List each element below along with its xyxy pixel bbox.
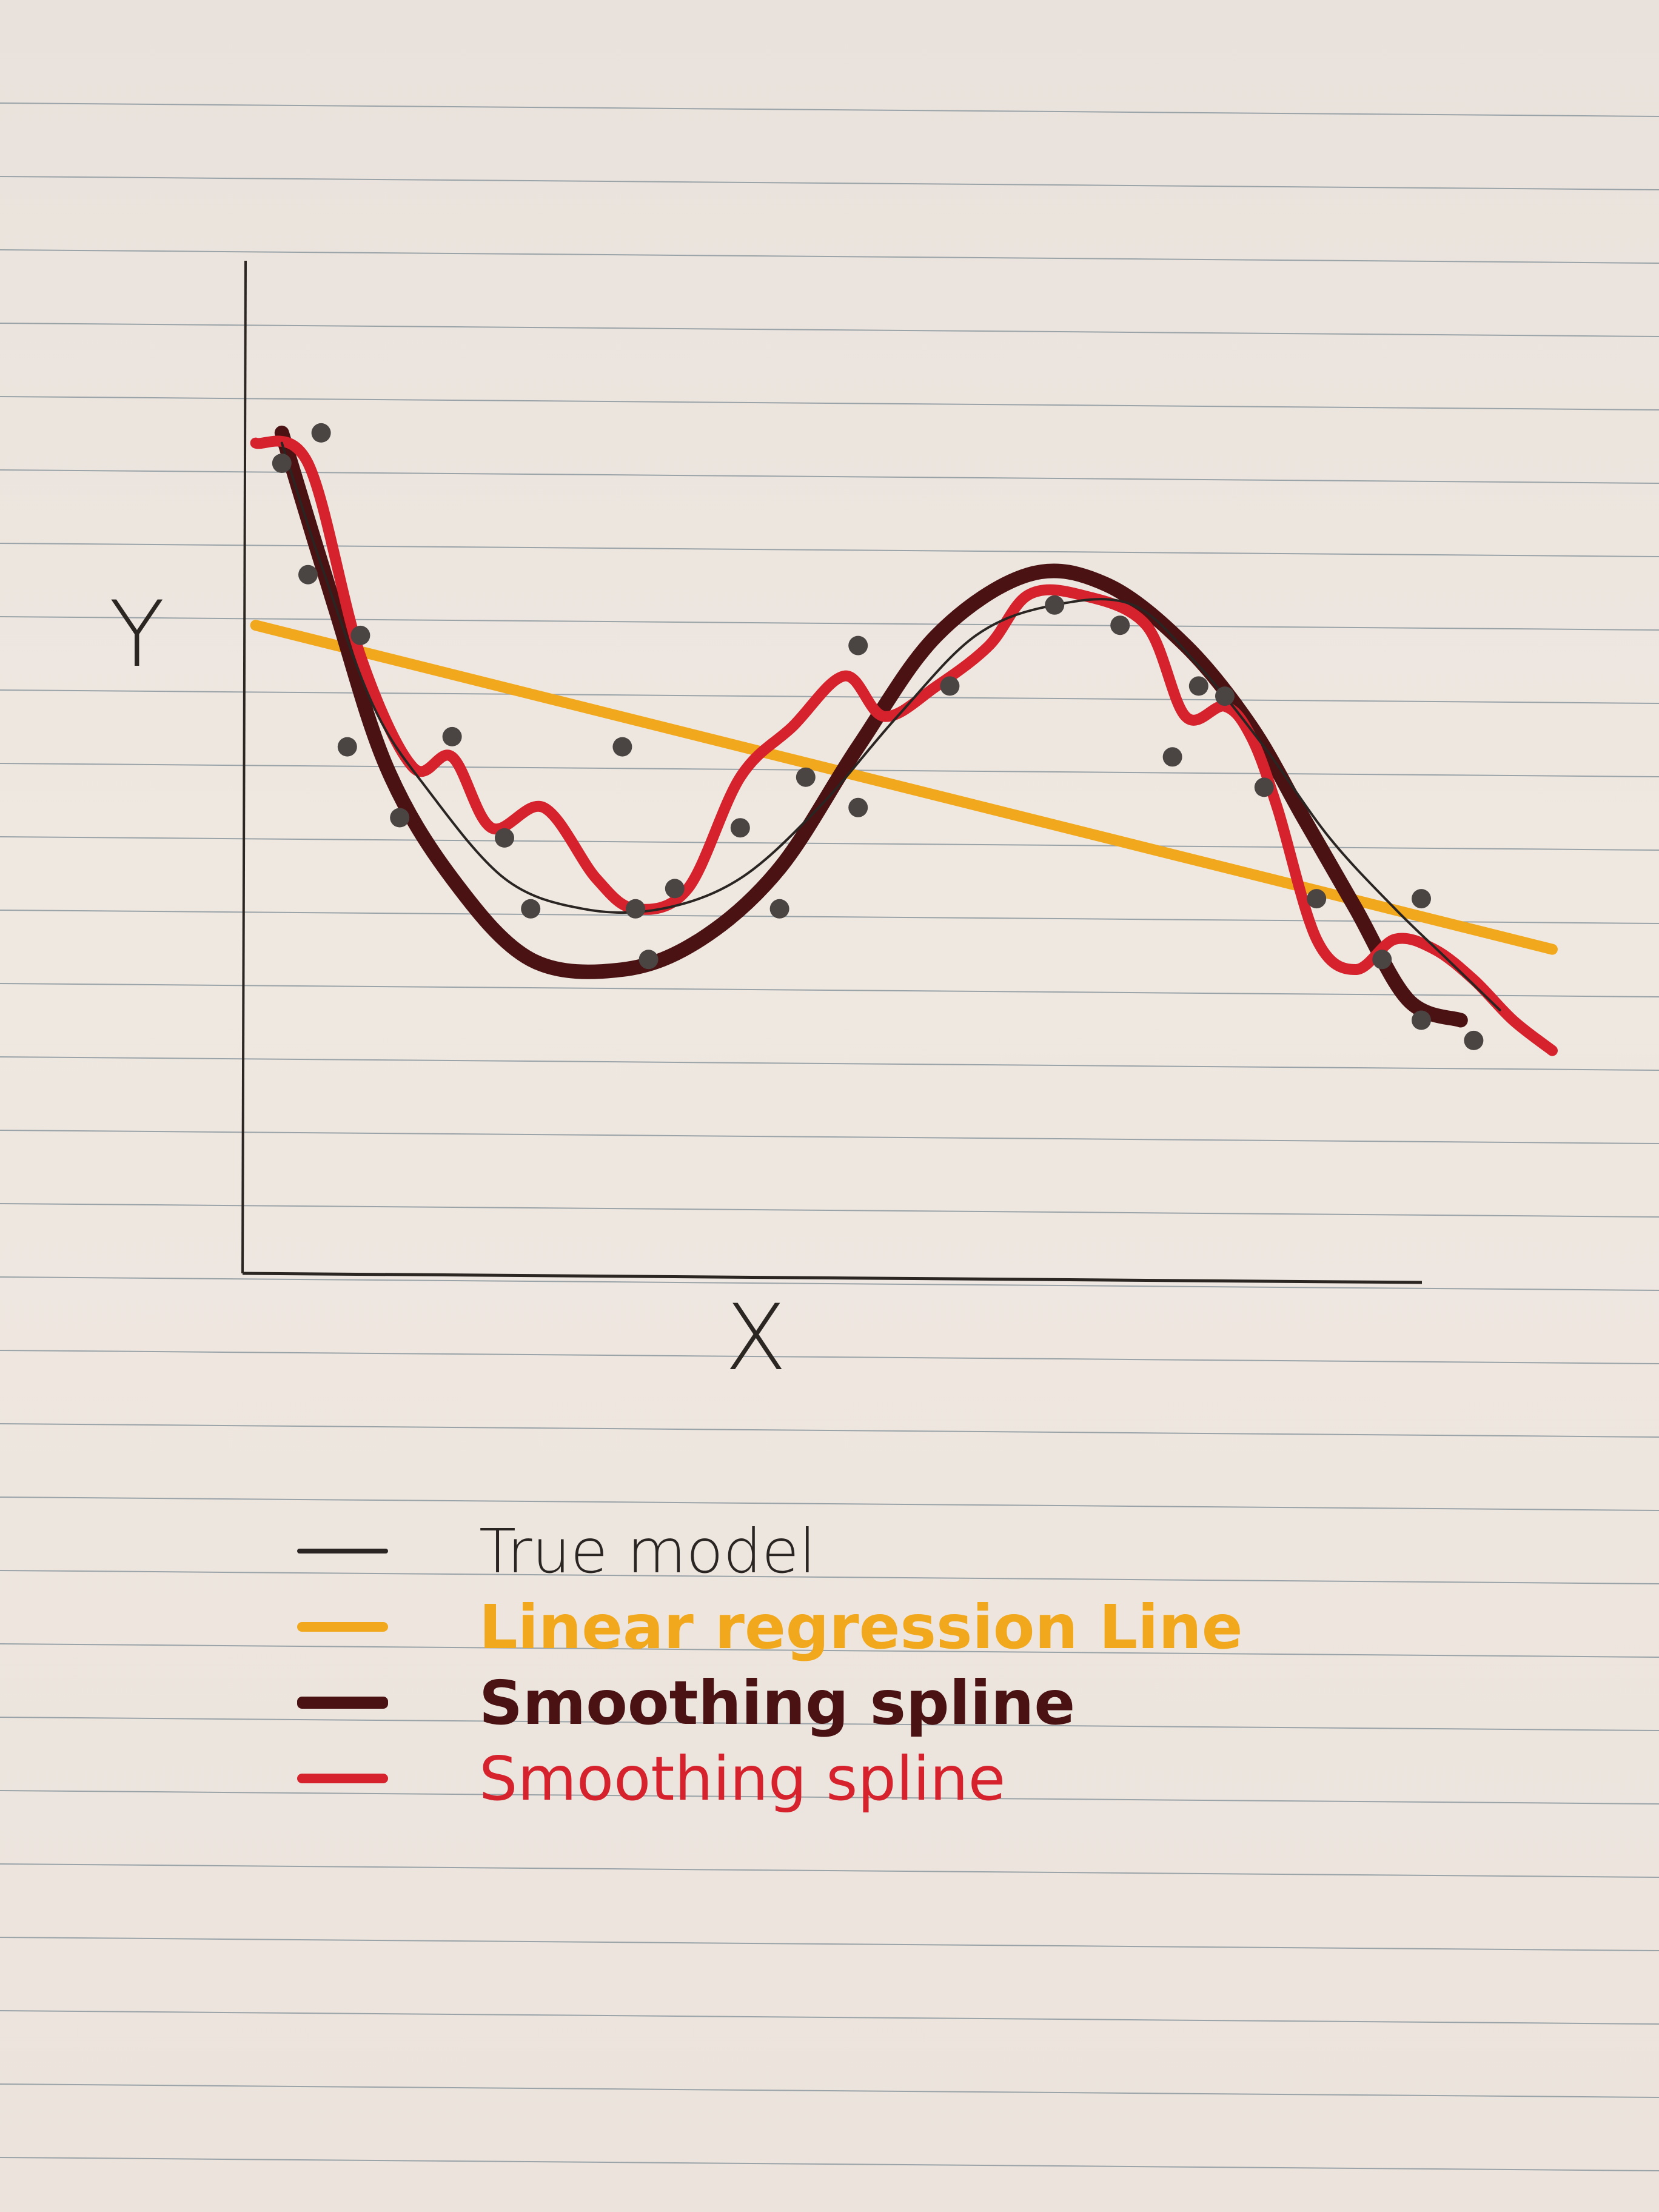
data-point [1307, 889, 1327, 909]
legend-swatch-smoothing-spline-dark [297, 1697, 388, 1709]
data-point [337, 737, 357, 757]
ruled-line [0, 1937, 1659, 1951]
data-point [848, 797, 868, 817]
data-point [1045, 595, 1065, 615]
legend-label-smoothing-spline-dark: Smoothing spline [479, 1667, 1076, 1738]
data-point [442, 726, 462, 746]
data-point [390, 808, 410, 828]
data-point [1254, 777, 1274, 797]
data-point [298, 565, 318, 585]
series-smoothing-spline-dark [274, 425, 1468, 1028]
data-point [638, 950, 659, 970]
y-axis-line [241, 260, 247, 1274]
data-point [311, 423, 331, 443]
data-point [495, 828, 514, 848]
data-point [350, 625, 370, 645]
series-true-model [280, 441, 1501, 1011]
legend-swatch-linear-regression [297, 1622, 388, 1632]
legend-swatch-smoothing-spline-red [297, 1774, 388, 1783]
data-point [612, 737, 632, 757]
ruled-line [0, 1863, 1659, 1878]
points-layer [272, 423, 1484, 1050]
ruled-line [0, 249, 1659, 264]
data-point [848, 635, 868, 655]
ruled-line [0, 323, 1659, 337]
ruled-line [0, 1130, 1659, 1144]
ruled-line [0, 2010, 1659, 2025]
series-layer [250, 425, 1558, 1056]
x-axis-line [242, 1272, 1423, 1284]
data-point [1215, 686, 1235, 706]
ruled-line [0, 2157, 1659, 2171]
ruled-line [0, 396, 1659, 411]
data-point [730, 818, 750, 838]
ruled-line [0, 2083, 1659, 2098]
y-axis-label: Y [109, 582, 165, 688]
ruled-line [0, 1570, 1659, 1584]
ruled-line [0, 1717, 1659, 1731]
ruled-line [0, 1203, 1659, 1218]
ruled-line [0, 689, 1659, 704]
data-point [796, 767, 816, 787]
ruled-line [0, 836, 1659, 851]
data-point [272, 454, 292, 473]
data-point [1412, 1010, 1431, 1030]
legend-label-smoothing-spline-red: Smoothing spline [479, 1743, 1006, 1814]
ruled-line [0, 543, 1659, 557]
legend-label-true-model: True model [479, 1516, 816, 1587]
ruled-line [0, 1423, 1659, 1438]
data-point [1412, 889, 1431, 909]
data-point [1372, 950, 1392, 970]
data-point [769, 899, 789, 919]
ruled-line [0, 1643, 1659, 1658]
ruled-line [0, 616, 1659, 631]
ruled-line [0, 102, 1659, 117]
data-point [1162, 747, 1182, 767]
ruled-line [0, 1350, 1659, 1364]
legend-swatch-true-model [297, 1549, 388, 1553]
ruled-line [0, 983, 1659, 997]
data-point [521, 899, 541, 919]
ruled-line [0, 1790, 1659, 1805]
data-point [1464, 1030, 1484, 1050]
data-point [940, 676, 960, 696]
ruled-line [0, 1056, 1659, 1071]
data-point [665, 879, 685, 899]
data-point [1188, 676, 1208, 696]
legend-label-linear-regression: Linear regression Line [479, 1592, 1243, 1663]
ruled-line [0, 176, 1659, 190]
ruled-line [0, 1276, 1659, 1291]
x-axis-label: X [725, 1285, 787, 1391]
ruled-line [0, 469, 1659, 484]
ruled-line [0, 1496, 1659, 1511]
series-linear-regression [250, 620, 1558, 955]
series-smoothing-spline-red [250, 435, 1558, 1056]
ruled-line [0, 910, 1659, 924]
data-point [1110, 615, 1130, 635]
data-point [626, 899, 645, 919]
